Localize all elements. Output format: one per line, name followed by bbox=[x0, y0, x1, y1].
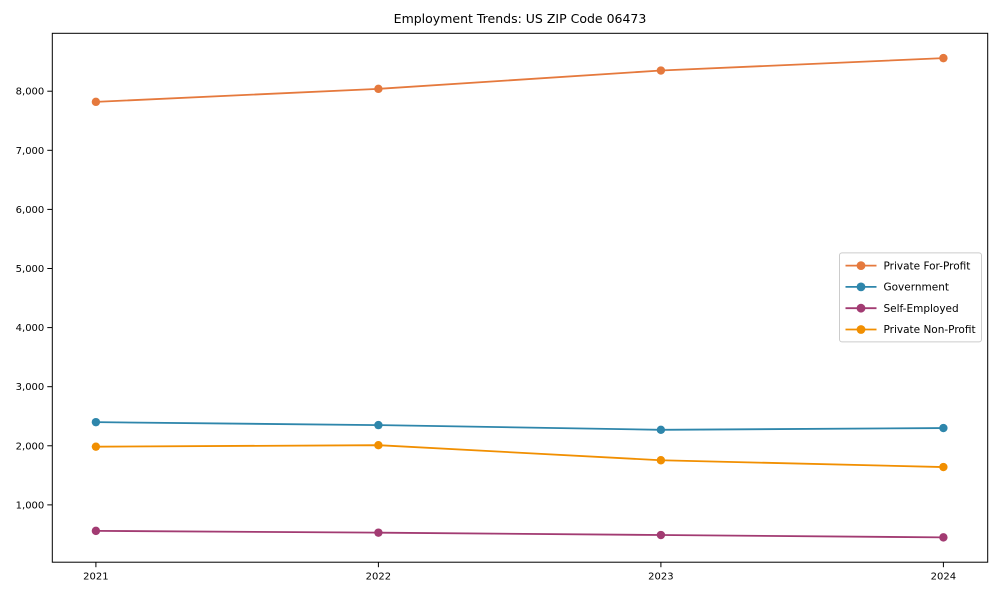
y-tick-label: 2,000 bbox=[16, 441, 45, 452]
y-tick-label: 3,000 bbox=[16, 382, 45, 393]
y-tick-label: 1,000 bbox=[16, 500, 45, 511]
legend-label: Government bbox=[884, 282, 949, 294]
data-point-self-employed bbox=[939, 533, 948, 542]
legend-item-government: Government bbox=[845, 282, 949, 294]
series-line-government bbox=[95, 421, 945, 431]
data-point-private-for-profit bbox=[939, 53, 948, 63]
data-point-private-non-profit bbox=[939, 462, 948, 472]
series-line-private-for-profit bbox=[95, 57, 945, 103]
x-tick-label: 2022 bbox=[366, 572, 391, 583]
data-point-government bbox=[374, 420, 383, 430]
data-point-self-employed bbox=[374, 528, 383, 537]
x-tick-label: 2023 bbox=[648, 572, 673, 583]
data-point-private-for-profit bbox=[91, 97, 101, 107]
data-point-government bbox=[656, 425, 666, 435]
plot-border bbox=[51, 32, 989, 563]
data-point-private-non-profit bbox=[656, 456, 666, 465]
legend-item-private-non-profit: Private Non-Profit bbox=[845, 324, 976, 336]
data-point-government bbox=[939, 423, 948, 433]
data-point-government bbox=[91, 417, 101, 427]
y-tick-label: 7,000 bbox=[16, 146, 45, 157]
legend-label: Private Non-Profit bbox=[884, 324, 976, 336]
legend-swatch-marker bbox=[856, 282, 866, 292]
data-point-private-non-profit bbox=[374, 440, 383, 450]
legend-item-private-for-profit: Private For-Profit bbox=[845, 260, 971, 272]
series-line-self-employed bbox=[95, 529, 945, 539]
legend-swatch-marker bbox=[856, 303, 866, 313]
y-tick-label: 8,000 bbox=[16, 87, 45, 98]
legend-label: Private For-Profit bbox=[884, 260, 971, 272]
legend-swatch-marker bbox=[856, 325, 866, 334]
chart-title: Employment Trends: US ZIP Code 06473 bbox=[394, 11, 647, 26]
legend: Private For-Profit Government Self-Employe… bbox=[839, 252, 982, 343]
legend-item-self-employed: Self-Employed bbox=[845, 303, 959, 315]
data-point-private-for-profit bbox=[374, 84, 383, 94]
y-tick-label: 4,000 bbox=[16, 323, 45, 334]
plot-area: 1,000 2,000 3,000 4,000 5,000 6,000 7,000 8,000… bbox=[16, 32, 989, 583]
data-point-self-employed bbox=[656, 530, 666, 540]
series-line-private-non-profit bbox=[95, 444, 945, 468]
data-point-private-for-profit bbox=[656, 66, 666, 75]
legend-swatch-marker bbox=[856, 261, 866, 270]
x-tick-label: 2024 bbox=[931, 572, 956, 583]
y-tick-label: 6,000 bbox=[16, 205, 45, 216]
legend-label: Self-Employed bbox=[884, 303, 959, 315]
legend-box bbox=[839, 252, 982, 343]
x-tick-label: 2021 bbox=[83, 572, 108, 583]
data-point-private-non-profit bbox=[91, 442, 101, 451]
data-point-self-employed bbox=[91, 526, 101, 536]
y-tick-label: 5,000 bbox=[16, 264, 45, 275]
